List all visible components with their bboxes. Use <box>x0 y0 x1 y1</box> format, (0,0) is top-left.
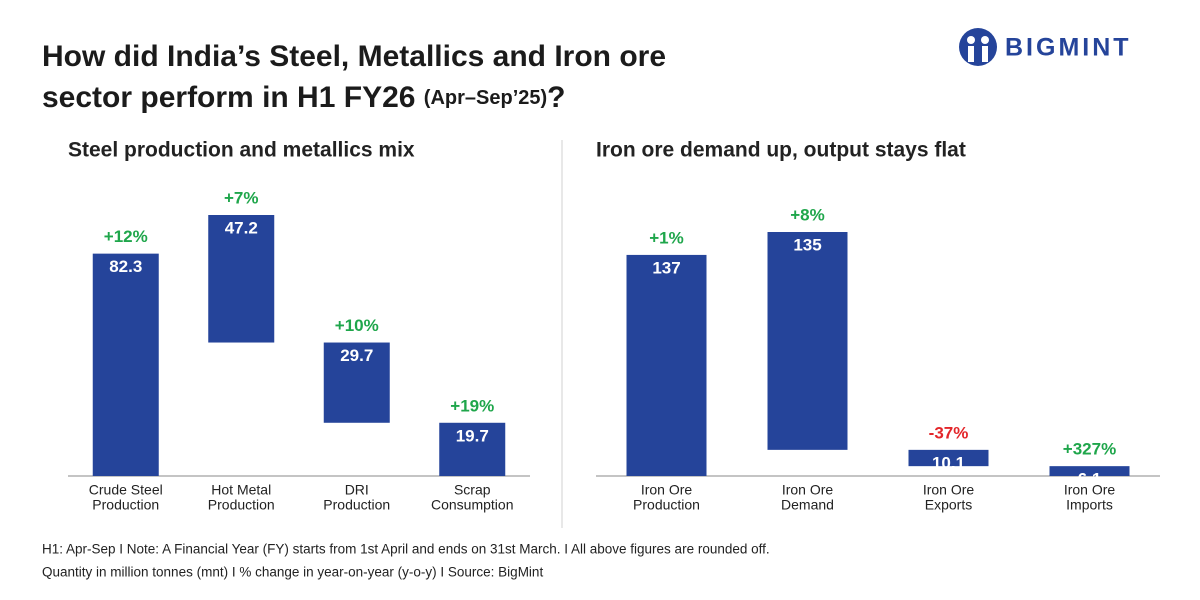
value-label: 82.3 <box>109 257 142 276</box>
change-label: +7% <box>224 188 259 207</box>
change-label: +10% <box>335 316 379 335</box>
x-tick-label: Exports <box>925 497 972 513</box>
logo-icon <box>982 46 988 62</box>
bar <box>1049 466 1130 476</box>
x-tick-label: DRI <box>345 482 369 498</box>
title-line: sector perform in H1 FY26 (Apr–Sep’25)? <box>42 81 566 114</box>
x-tick-label: Production <box>92 497 159 513</box>
bar <box>208 215 275 343</box>
title-end: ? <box>547 81 565 114</box>
footnote: H1: Apr-Sep I Note: A Financial Year (FY… <box>42 542 770 557</box>
title-line: How did India’s Steel, Metallics and Iro… <box>42 40 666 73</box>
change-label: +1% <box>649 228 684 247</box>
logo-icon <box>968 46 974 62</box>
x-tick-label: Crude Steel <box>89 482 163 498</box>
brand: BIGMINT <box>1005 34 1132 62</box>
value-label: 6.1 <box>1078 470 1102 489</box>
x-tick-label: Iron Ore <box>782 482 834 498</box>
title-period: (Apr–Sep’25) <box>424 87 547 109</box>
chart-subtitle: Iron ore demand up, output stays flat <box>596 139 966 162</box>
x-tick-label: Production <box>323 497 390 513</box>
value-label: 135 <box>793 235 821 254</box>
x-tick-label: Hot Metal <box>211 482 271 498</box>
x-tick-label: Iron Ore <box>923 482 975 498</box>
bar <box>439 422 506 476</box>
value-label: 137 <box>652 258 680 277</box>
bar <box>908 449 989 467</box>
x-tick-label: Imports <box>1066 497 1113 513</box>
bar <box>323 342 390 423</box>
x-tick-label: Consumption <box>431 497 514 513</box>
value-label: 29.7 <box>340 346 373 365</box>
chart-subtitle: Steel production and metallics mix <box>68 139 415 162</box>
logo-icon <box>981 36 989 44</box>
logo-icon <box>959 28 997 66</box>
change-label: +19% <box>450 396 494 415</box>
x-tick-label: Production <box>633 497 700 513</box>
bar <box>767 232 848 450</box>
x-tick-label: Production <box>208 497 275 513</box>
footnote: Quantity in million tonnes (mnt) I % cha… <box>42 565 543 580</box>
change-label: +12% <box>104 227 148 246</box>
x-tick-label: Scrap <box>454 482 491 498</box>
x-tick-label: Iron Ore <box>1064 482 1116 498</box>
bar <box>626 254 707 476</box>
value-label: 10.1 <box>932 453 965 472</box>
value-label: 47.2 <box>225 218 258 237</box>
bar <box>92 253 159 476</box>
change-label: +8% <box>790 205 825 224</box>
x-tick-label: Iron Ore <box>641 482 693 498</box>
x-tick-label: Demand <box>781 497 834 513</box>
logo: BIGMINT <box>959 28 1132 66</box>
logo-icon <box>967 36 975 44</box>
value-label: 19.7 <box>456 426 489 445</box>
title-text: sector perform in H1 FY26 <box>42 81 415 114</box>
change-label: -37% <box>929 423 969 442</box>
change-label: +327% <box>1063 440 1116 459</box>
